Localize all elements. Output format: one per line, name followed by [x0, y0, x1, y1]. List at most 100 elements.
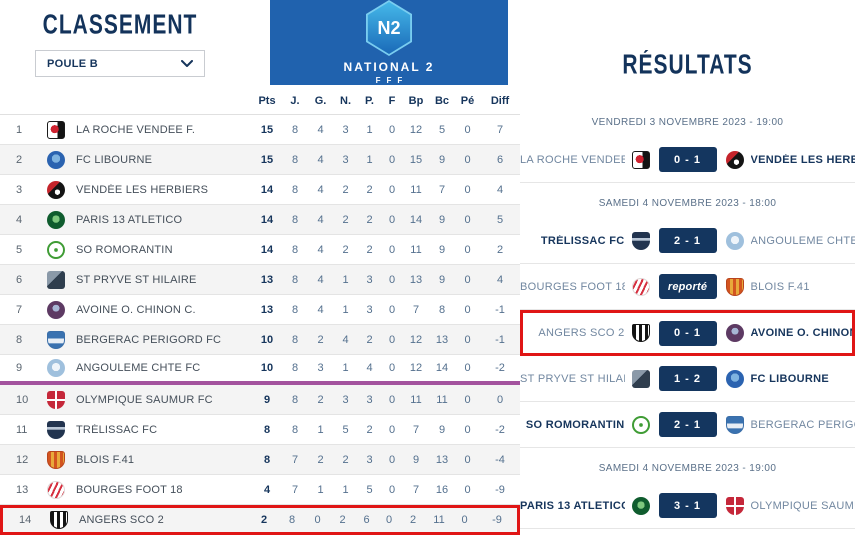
home-club-logo [631, 415, 650, 434]
draws-cell: 4 [342, 333, 349, 346]
standings-row[interactable]: 14 ANGERS SCO 2 2 8 0 2 6 0 2 11 0 -9 [0, 505, 520, 535]
n2-banner-title: NATIONAL 2 [343, 60, 435, 74]
position-cell: 6 [16, 273, 23, 286]
standings-row[interactable]: 9 ANGOULEME CHTE FC 10 8 3 1 4 0 12 14 0… [0, 355, 520, 385]
standings-row[interactable]: 4 PARIS 13 ATLETICO 14 8 4 2 2 0 14 9 0 … [0, 205, 520, 235]
away-team-name: BLOIS F.41 [750, 280, 810, 293]
away-team-name: FC LIBOURNE [750, 372, 829, 385]
goal-diff-cell: -2 [495, 362, 505, 374]
match-row[interactable]: PARIS 13 ATLETICO 3 - 1 OLYMPIQUE SAUMUR… [520, 483, 855, 529]
position-cell: 5 [16, 243, 23, 256]
standings-row[interactable]: 13 BOURGES FOOT 18 4 7 1 1 5 0 7 16 0 -9 [0, 475, 520, 505]
match-row[interactable]: LA ROCHE VENDEE F. 0 - 1 VENDÉE LES HERB… [520, 137, 855, 183]
standings-header-left: CLASSEMENT POULE B [0, 0, 270, 88]
away-club-logo [725, 369, 744, 388]
standings-row[interactable]: 7 AVOINE O. CHINON C. 13 8 4 1 3 0 7 8 0… [0, 295, 520, 325]
penalties-cell: 0 [464, 362, 471, 374]
losses-cell: 2 [366, 333, 373, 346]
losses-cell: 1 [366, 123, 373, 136]
points-cell: 4 [263, 483, 271, 496]
goals-against-cell: 16 [435, 483, 449, 496]
column-header: F [388, 95, 396, 107]
losses-cell: 3 [366, 273, 373, 286]
goal-diff-cell: 2 [496, 243, 504, 256]
standings-row[interactable]: 3 VENDÉE LES HERBIERS 14 8 4 2 2 0 11 7 … [0, 175, 520, 205]
played-cell: 7 [291, 483, 299, 496]
standings-row[interactable]: 11 TRÉLISSAC FC 8 8 1 5 2 0 7 9 0 -2 [0, 415, 520, 445]
date-header: SAMEDI 4 NOVEMBRE 2023 - 18:00 [598, 198, 777, 209]
away-team-name: OLYMPIQUE SAUMUR FC [750, 499, 855, 512]
team-name: ANGERS SCO 2 [79, 514, 164, 526]
standings-header: CLASSEMENT POULE B N2 NATIONAL 2 FFF [0, 0, 520, 88]
draws-cell: 1 [342, 273, 349, 286]
away-team-name: AVOINE O. CHINON C. [750, 327, 853, 339]
match-row[interactable]: SO ROMORANTIN 2 - 1 BERGERAC PERIGORD FC [520, 402, 855, 448]
penalties-cell: 0 [464, 213, 471, 226]
poule-select-value: POULE B [47, 57, 98, 70]
draws-cell: 2 [342, 243, 349, 256]
position-cell: 2 [16, 153, 23, 166]
draws-cell: 2 [342, 213, 349, 226]
date-header: SAMEDI 4 NOVEMBRE 2023 - 19:00 [598, 463, 777, 474]
home-team-name: ANGERS SCO 2 [538, 327, 625, 339]
goals-against-cell: 9 [438, 423, 446, 436]
match-row[interactable]: ST PRYVE ST HILAIRE 1 - 2 FC LIBOURNE [520, 356, 855, 402]
goals-for-cell: 2 [409, 514, 417, 526]
played-cell: 8 [291, 333, 299, 346]
standings-row[interactable]: 2 FC LIBOURNE 15 8 4 3 1 0 15 9 0 6 [0, 145, 520, 175]
position-cell: 10 [16, 393, 29, 406]
standings-row[interactable]: 5 SO ROMORANTIN 14 8 4 2 2 0 11 9 0 2 [0, 235, 520, 265]
goals-against-cell: 9 [438, 153, 446, 166]
draws-cell: 1 [342, 483, 349, 496]
poule-select[interactable]: POULE B [35, 50, 205, 77]
home-club-logo [631, 496, 650, 515]
wins-cell: 2 [317, 453, 324, 466]
results-list: VENDREDI 3 NOVEMBRE 2023 - 19:00 LA ROCH… [520, 102, 855, 529]
goals-for-cell: 14 [409, 213, 423, 226]
match-row[interactable]: TRÉLISSAC FC 2 - 1 ANGOULEME CHTE FC [520, 218, 855, 264]
penalties-cell: 0 [464, 273, 471, 286]
goals-against-cell: 13 [435, 453, 449, 466]
losses-cell: 2 [366, 213, 373, 226]
goals-against-cell: 9 [438, 273, 446, 286]
standings-row[interactable]: 10 OLYMPIQUE SAUMUR FC 9 8 2 3 3 0 11 11… [0, 385, 520, 415]
penalties-cell: 0 [464, 243, 471, 256]
goals-for-cell: 9 [412, 453, 420, 466]
goal-diff-cell: -1 [495, 333, 505, 346]
goals-against-cell: 11 [433, 514, 445, 526]
chevron-down-icon [181, 60, 193, 67]
played-cell: 8 [291, 183, 299, 196]
goal-diff-cell: -9 [495, 483, 505, 496]
wins-cell: 2 [317, 333, 324, 346]
match-row[interactable]: BOURGES FOOT 18 reporté BLOIS F.41 [520, 264, 855, 310]
standings-row[interactable]: 1 LA ROCHE VENDEE F. 15 8 4 3 1 0 12 5 0… [0, 115, 520, 145]
played-cell: 8 [291, 243, 299, 256]
match-row[interactable]: ANGERS SCO 2 0 - 1 AVOINE O. CHINON C. [520, 310, 855, 356]
standings-row[interactable]: 12 BLOIS F.41 8 7 2 2 3 0 9 13 0 -4 [0, 445, 520, 475]
goals-against-cell: 5 [438, 123, 446, 136]
position-cell: 4 [16, 213, 23, 226]
standings-row[interactable]: 8 BERGERAC PERIGORD FC 10 8 2 4 2 0 12 1… [0, 325, 520, 355]
n2-hexagon-icon: N2 [366, 0, 412, 56]
team-name: BLOIS F.41 [76, 453, 135, 466]
fff-logo-text: FFF [375, 76, 409, 85]
home-club-logo [631, 324, 650, 342]
penalties-cell: 0 [461, 514, 468, 526]
losses-cell: 3 [366, 303, 373, 316]
standings-row[interactable]: 6 ST PRYVE ST HILAIRE 13 8 4 1 3 0 13 9 … [0, 265, 520, 295]
goals-for-cell: 11 [410, 393, 422, 406]
forfeits-cell: 0 [388, 483, 396, 496]
team-name: ANGOULEME CHTE FC [76, 362, 201, 374]
draws-cell: 3 [342, 393, 349, 406]
away-club-logo [725, 415, 744, 434]
points-cell: 13 [260, 273, 274, 286]
team-name: SO ROMORANTIN [76, 243, 173, 256]
forfeits-cell: 0 [385, 514, 393, 526]
results-panel: RÉSULTATS VENDREDI 3 NOVEMBRE 2023 - 19:… [520, 0, 855, 541]
home-team-name: PARIS 13 ATLETICO [520, 499, 625, 512]
results-title: RÉSULTATS [622, 50, 753, 80]
wins-cell: 4 [317, 183, 324, 196]
goal-diff-cell: 7 [496, 123, 504, 136]
losses-cell: 2 [366, 183, 373, 196]
wins-cell: 0 [314, 514, 321, 526]
